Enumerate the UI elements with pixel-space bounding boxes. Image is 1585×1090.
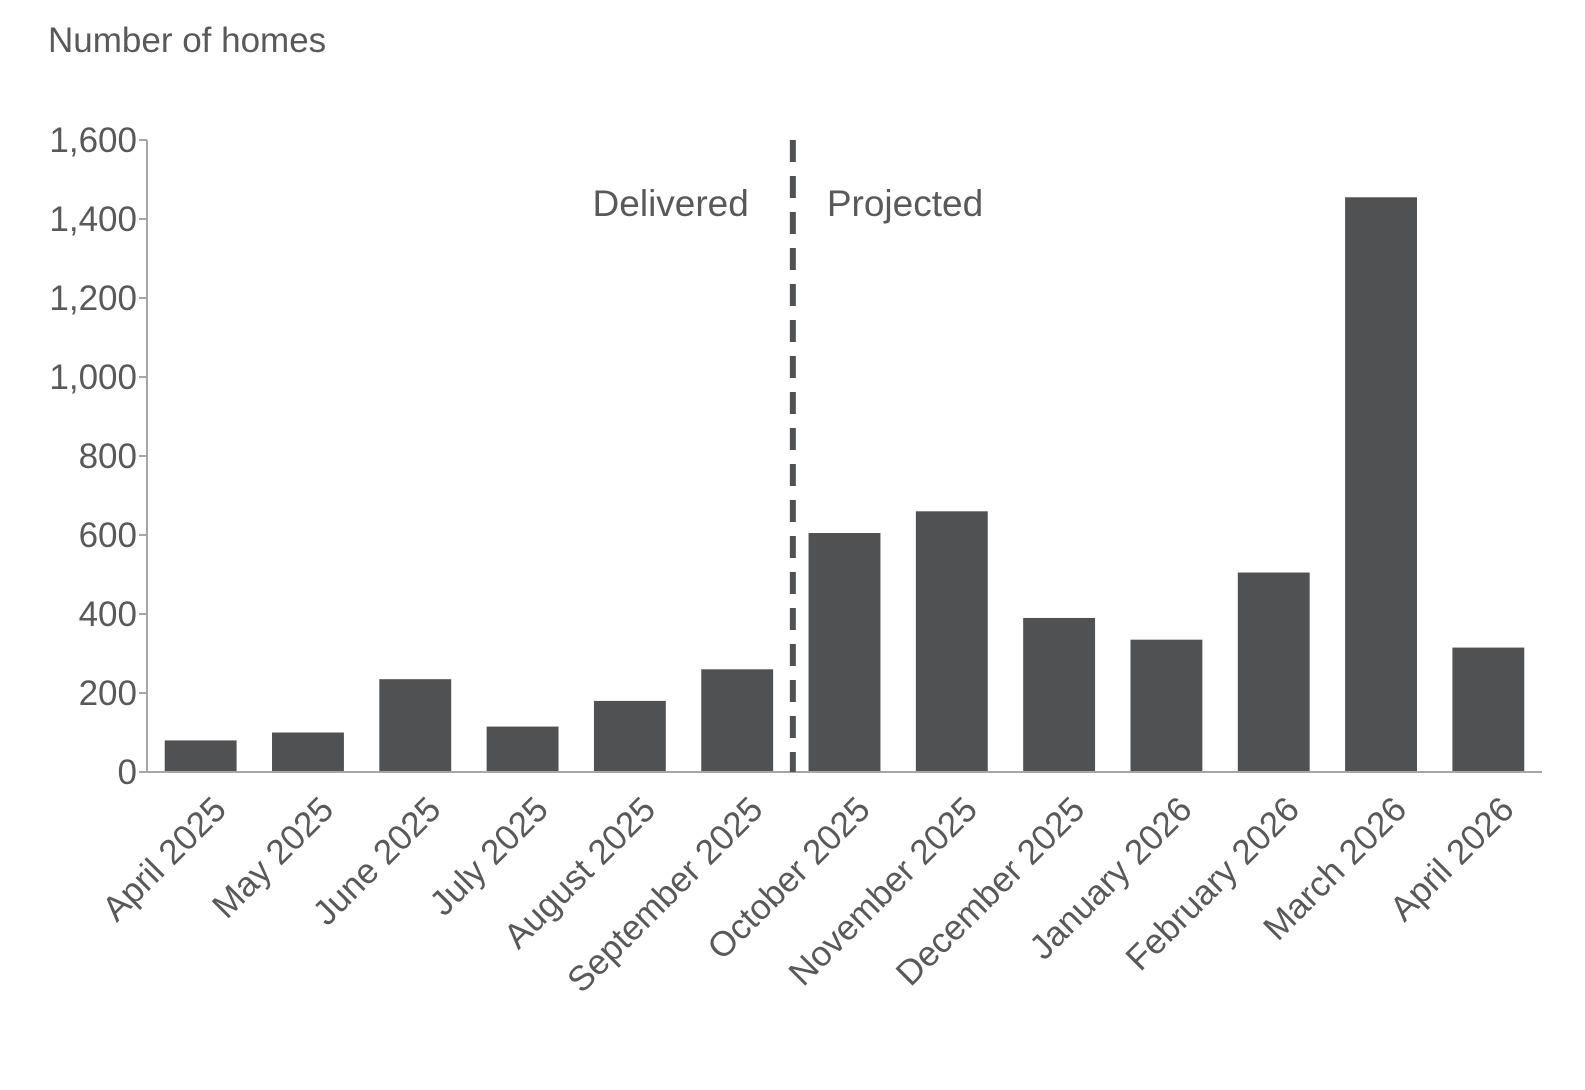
x-tick-label: December 2025 <box>889 790 1093 994</box>
bar <box>1023 617 1096 772</box>
bar <box>1345 197 1417 772</box>
x-tick-label: September 2025 <box>560 790 771 1001</box>
bar <box>1452 647 1525 772</box>
bar <box>272 732 344 772</box>
y-tick-label: 400 <box>79 595 137 634</box>
y-tick-label: 800 <box>79 437 137 476</box>
bar <box>593 700 666 772</box>
bar <box>486 726 559 772</box>
delivered-label: Delivered <box>593 183 749 224</box>
y-tick-label: 1,200 <box>49 279 137 318</box>
bar <box>701 669 774 772</box>
y-tick-label: 0 <box>118 753 137 792</box>
y-axis-title: Number of homes <box>48 21 326 60</box>
bar <box>1130 639 1203 772</box>
y-tick-label: 1,600 <box>49 121 137 160</box>
projected-label: Projected <box>827 183 983 224</box>
y-tick-label: 1,000 <box>49 358 137 397</box>
y-tick-label: 600 <box>79 516 137 555</box>
x-tick-label: November 2025 <box>781 790 985 994</box>
y-tick-label: 1,400 <box>49 200 137 239</box>
bar <box>164 740 237 772</box>
bar <box>1237 572 1310 772</box>
y-tick-label: 200 <box>79 674 137 713</box>
bar <box>915 511 988 772</box>
bar <box>808 533 881 772</box>
bar <box>379 679 452 772</box>
